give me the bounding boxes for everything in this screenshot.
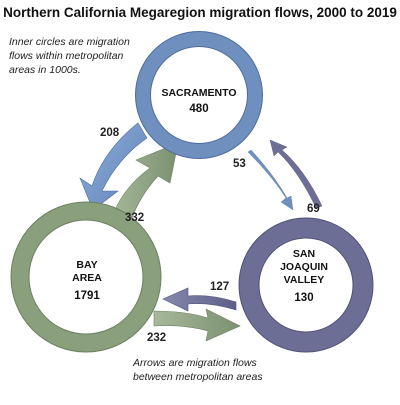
sacramento-label: SACRAMENTO bbox=[161, 87, 236, 99]
flow-arrow-san-joaquin-to-bay-area bbox=[162, 287, 237, 312]
san-joaquin-label-line-1: SAN bbox=[293, 248, 315, 260]
flow-label-bay-area-to-san-joaquin: 232 bbox=[147, 332, 166, 344]
san-joaquin-label-line-2: JOAQUIN bbox=[280, 261, 328, 273]
flow-arrow-san-joaquin-to-sacramento bbox=[269, 139, 323, 209]
flow-label-sacramento-to-san-joaquin: 53 bbox=[233, 158, 246, 170]
flow-arrow-sacramento-to-bay-area bbox=[79, 122, 148, 211]
flow-arrow-bay-area-to-san-joaquin bbox=[153, 308, 241, 342]
flow-label-bay-area-to-sacramento: 332 bbox=[125, 212, 144, 224]
flow-label-san-joaquin-to-sacramento: 69 bbox=[307, 203, 320, 215]
bay-area-label-line-1: BAY bbox=[76, 259, 97, 271]
flow-arrow-sacramento-to-san-joaquin bbox=[247, 149, 294, 211]
san-joaquin-value: 130 bbox=[294, 292, 313, 304]
bay-area-value: 1791 bbox=[74, 290, 100, 302]
sacramento-value: 480 bbox=[189, 103, 208, 115]
arrow-note-line-1: Arrows are migration flows bbox=[132, 357, 257, 369]
bay-area-label-line-2: AREA bbox=[72, 272, 102, 284]
bay-area-ring bbox=[11, 202, 161, 352]
inner-note-line-3: areas in 1000s. bbox=[9, 64, 81, 76]
san-joaquin-label-line-3: VALLEY bbox=[284, 274, 325, 286]
arrow-note-line-2: between metropolitan areas bbox=[133, 371, 263, 383]
diagram-title: Northern California Megaregion migration… bbox=[3, 5, 397, 20]
region-san-joaquin-valley: SAN JOAQUIN VALLEY 130 bbox=[238, 217, 374, 353]
flow-label-san-joaquin-to-bay-area: 127 bbox=[210, 281, 229, 293]
region-bay-area: BAY AREA 1791 bbox=[10, 201, 162, 353]
inner-note-line-1: Inner circles are migration bbox=[9, 36, 130, 48]
region-sacramento: SACRAMENTO 480 bbox=[135, 31, 263, 159]
inner-note-line-2: flows within metropolitan bbox=[9, 50, 124, 62]
san-joaquin-ring bbox=[239, 218, 373, 352]
flow-label-sacramento-to-bay-area: 208 bbox=[100, 127, 120, 139]
sacramento-ring bbox=[135, 31, 263, 159]
